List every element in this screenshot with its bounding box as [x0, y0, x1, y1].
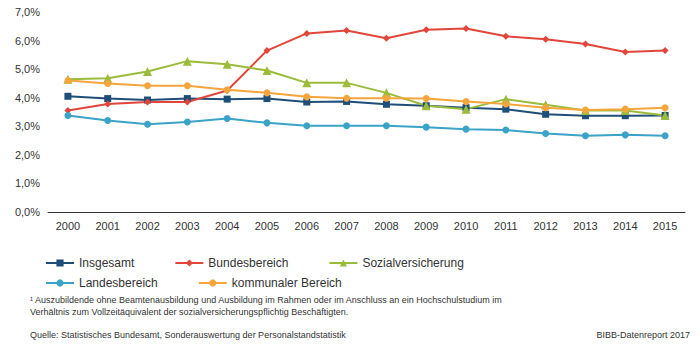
svg-text:2007: 2007: [334, 220, 358, 232]
svg-text:Quelle: Statistisches Bundesam: Quelle: Statistisches Bundesamt, Sondera…: [30, 330, 346, 340]
svg-text:2009: 2009: [414, 220, 438, 232]
svg-text:2015: 2015: [653, 220, 677, 232]
svg-text:7,0%: 7,0%: [15, 6, 40, 18]
svg-text:kommunaler Bereich: kommunaler Bereich: [232, 276, 342, 290]
svg-text:2004: 2004: [215, 220, 239, 232]
svg-text:2013: 2013: [573, 220, 597, 232]
svg-text:2006: 2006: [295, 220, 319, 232]
svg-text:0,0%: 0,0%: [15, 206, 40, 218]
svg-text:2014: 2014: [613, 220, 637, 232]
svg-text:Bundesbereich: Bundesbereich: [208, 256, 288, 270]
svg-text:3,0%: 3,0%: [15, 120, 40, 132]
svg-text:2012: 2012: [533, 220, 557, 232]
svg-text:2000: 2000: [56, 220, 80, 232]
svg-text:2003: 2003: [175, 220, 199, 232]
svg-text:2,0%: 2,0%: [15, 149, 40, 161]
svg-text:Landesbereich: Landesbereich: [79, 276, 158, 290]
svg-text:2005: 2005: [255, 220, 279, 232]
svg-text:BIBB-Datenreport 2017: BIBB-Datenreport 2017: [596, 330, 690, 340]
svg-text:2008: 2008: [374, 220, 398, 232]
svg-text:5,0%: 5,0%: [15, 63, 40, 75]
svg-text:6,0%: 6,0%: [15, 35, 40, 47]
svg-text:Sozialversicherung: Sozialversicherung: [362, 256, 463, 270]
svg-text:¹ Auszubildende ohne Beamtenau: ¹ Auszubildende ohne Beamtenausbildung u…: [30, 295, 504, 305]
svg-text:Verhältnis zum Vollzeitäquival: Verhältnis zum Vollzeitäquivalent der so…: [30, 307, 348, 317]
svg-text:2011: 2011: [494, 220, 518, 232]
svg-text:1,0%: 1,0%: [15, 177, 40, 189]
svg-text:2002: 2002: [135, 220, 159, 232]
svg-text:4,0%: 4,0%: [15, 92, 40, 104]
svg-text:2001: 2001: [95, 220, 119, 232]
svg-text:Insgesamt: Insgesamt: [79, 256, 135, 270]
svg-text:2010: 2010: [454, 220, 478, 232]
